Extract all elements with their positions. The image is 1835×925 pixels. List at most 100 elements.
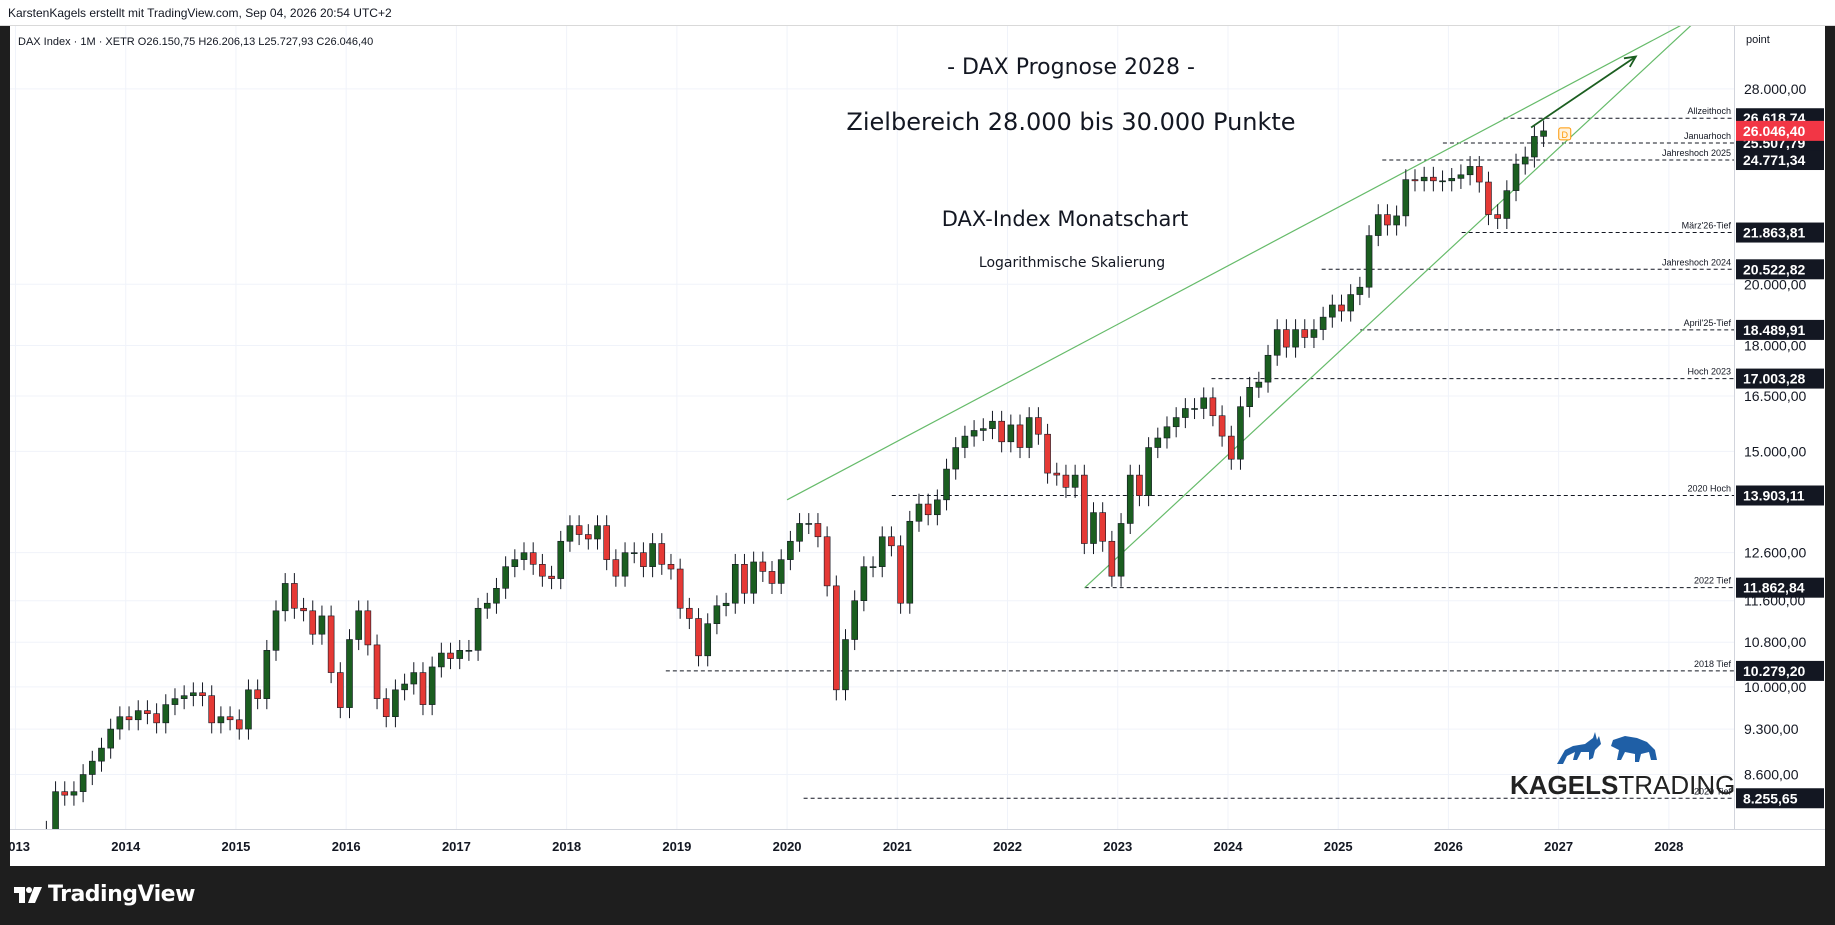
candle-body bbox=[428, 666, 436, 705]
level-price-box bbox=[1736, 788, 1824, 809]
candle-body bbox=[1531, 136, 1538, 158]
candle-body bbox=[1365, 235, 1373, 288]
candle bbox=[805, 513, 813, 535]
symbol-legend[interactable]: DAX Index · 1M · XETR O26.150,75 H26.206… bbox=[18, 36, 373, 48]
candle-body bbox=[392, 689, 399, 718]
candle bbox=[217, 706, 225, 734]
candle bbox=[787, 530, 794, 571]
candle bbox=[961, 425, 969, 459]
candle-body bbox=[989, 420, 996, 429]
candle-body bbox=[630, 552, 638, 554]
candle bbox=[1540, 120, 1547, 147]
candle bbox=[245, 679, 252, 740]
chart-annotation-main: DAX-Index Monatschart bbox=[942, 207, 1188, 231]
candle bbox=[1356, 276, 1364, 306]
candle bbox=[823, 526, 831, 597]
candle-body bbox=[1264, 354, 1272, 383]
trend-line bbox=[786, 26, 1682, 501]
candle-body bbox=[217, 716, 225, 724]
level-name: Januarhoch bbox=[1684, 131, 1731, 141]
candle-body bbox=[1025, 417, 1033, 448]
last-price-label: 26.046,40 bbox=[1743, 123, 1805, 139]
candle bbox=[355, 600, 362, 651]
candle bbox=[1255, 371, 1263, 398]
candle bbox=[511, 549, 519, 578]
candle bbox=[144, 700, 151, 725]
candle bbox=[906, 510, 914, 614]
candle-body bbox=[190, 692, 197, 696]
tradingview-logo[interactable]: TradingView bbox=[14, 882, 195, 907]
candle-body bbox=[1310, 329, 1318, 338]
candle bbox=[851, 590, 858, 651]
time-axis[interactable] bbox=[10, 829, 1735, 866]
candle bbox=[998, 410, 1005, 453]
candle bbox=[943, 458, 950, 511]
candle-body bbox=[1255, 381, 1263, 388]
candle-body bbox=[70, 791, 78, 796]
candle-body bbox=[125, 716, 133, 721]
candle bbox=[1227, 425, 1235, 470]
y-tick-label: 10.000,00 bbox=[1744, 679, 1806, 695]
level-price-label: 8.255,65 bbox=[1743, 790, 1798, 806]
candle bbox=[1117, 513, 1125, 587]
candle-body bbox=[520, 552, 528, 560]
candle-body bbox=[585, 534, 592, 540]
candle bbox=[1494, 204, 1501, 230]
candle bbox=[438, 642, 445, 678]
candle bbox=[180, 685, 188, 710]
candlestick-chart[interactable]: Allzeithoch Januarhoch Jahreshoch 2025 März… bbox=[10, 26, 1825, 866]
candle bbox=[860, 556, 868, 612]
candle bbox=[1154, 427, 1162, 459]
level-price-box bbox=[1736, 485, 1824, 506]
candle-body bbox=[695, 618, 702, 657]
candle bbox=[447, 642, 454, 670]
candle bbox=[1301, 319, 1309, 349]
axis-unit-label: point bbox=[1746, 34, 1770, 46]
candle bbox=[300, 597, 307, 622]
wordmark-light: TRADING bbox=[1618, 770, 1736, 800]
candle-body bbox=[447, 652, 454, 659]
x-tick-label: 2019 bbox=[662, 839, 691, 854]
level-price-label: 10.279,20 bbox=[1743, 663, 1805, 679]
candle-body bbox=[594, 525, 601, 540]
level-price-box bbox=[1736, 660, 1824, 681]
candle-body bbox=[263, 650, 271, 699]
candle-body bbox=[419, 672, 427, 705]
candle bbox=[456, 639, 464, 670]
candle bbox=[750, 551, 757, 604]
candle bbox=[1108, 530, 1116, 587]
candle bbox=[1044, 423, 1051, 484]
candle bbox=[640, 542, 647, 578]
candle-body bbox=[1007, 424, 1015, 443]
candle-body bbox=[612, 559, 620, 577]
candle-body bbox=[640, 552, 647, 567]
candle-body bbox=[502, 566, 509, 589]
candle-body bbox=[557, 540, 565, 579]
candle-body bbox=[952, 447, 960, 470]
candle-body bbox=[1393, 215, 1400, 226]
candle bbox=[731, 553, 739, 614]
candle-body bbox=[1053, 472, 1061, 476]
candle-body bbox=[144, 710, 151, 714]
candle bbox=[162, 694, 170, 734]
candle-body bbox=[364, 610, 372, 646]
candle-body bbox=[768, 571, 776, 584]
candle bbox=[1503, 180, 1511, 230]
candle bbox=[1099, 502, 1106, 552]
candle-body bbox=[787, 540, 794, 560]
support-resistance-levels: Allzeithoch Januarhoch Jahreshoch 2025 März… bbox=[665, 106, 1735, 799]
candle bbox=[842, 629, 849, 701]
candle bbox=[952, 437, 960, 480]
candle-body bbox=[1200, 397, 1208, 409]
candle bbox=[603, 515, 610, 571]
axis-ticks: 2013 2014 2015 2016 2017 2018 2019 2020 2021 2022… bbox=[10, 81, 1806, 854]
candle-body bbox=[1191, 408, 1198, 410]
candle-body bbox=[1016, 424, 1024, 448]
candle bbox=[1025, 407, 1033, 459]
candle-body bbox=[162, 704, 170, 724]
candle-body bbox=[750, 561, 757, 594]
candle bbox=[337, 662, 344, 719]
candle-body bbox=[401, 683, 408, 691]
candle bbox=[392, 679, 399, 728]
level-name: Jahreshoch 2025 bbox=[1662, 148, 1731, 158]
